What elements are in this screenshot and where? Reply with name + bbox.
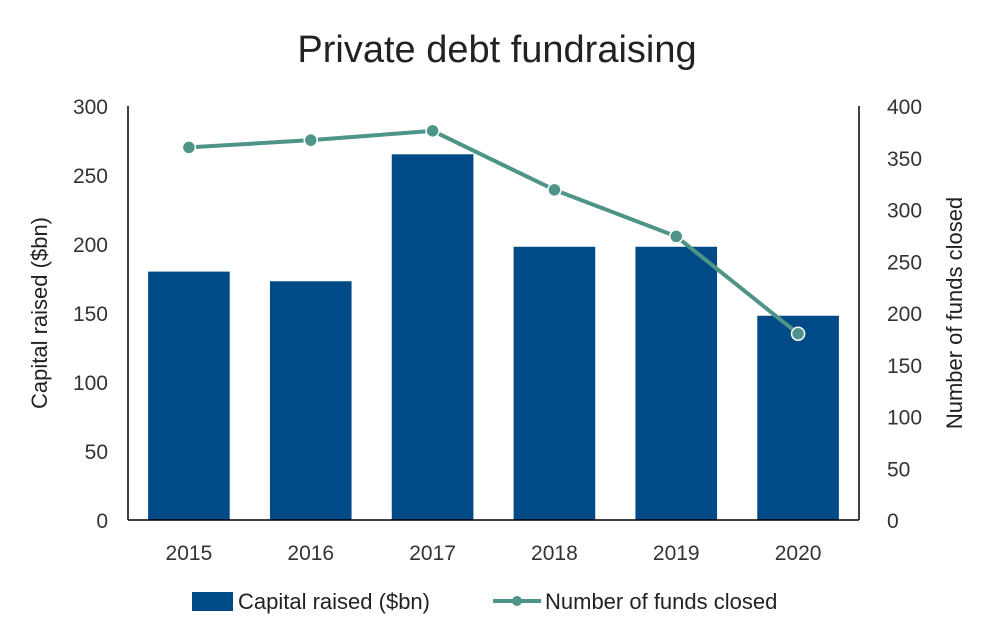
bar-2019 — [635, 246, 718, 520]
bar-2015 — [148, 271, 230, 520]
legend-label-bar: Capital raised ($bn) — [238, 589, 430, 614]
bar-2020 — [757, 315, 839, 520]
left-tick-label: 50 — [85, 441, 108, 464]
left-tick-label: 0 — [96, 510, 108, 533]
right-tick-label: 0 — [887, 510, 899, 533]
funds-closed-line — [188, 128, 800, 336]
right-tick-label: 300 — [887, 200, 922, 223]
legend-label-line: Number of funds closed — [545, 589, 777, 614]
legend: Capital raised ($bn) Number of funds clo… — [192, 589, 777, 614]
funds-closed-point-2016 — [303, 132, 318, 148]
bar-series — [148, 154, 839, 521]
right-tick-label: 100 — [887, 407, 922, 430]
funds-closed-point-2017 — [425, 123, 440, 139]
funds-closed-point-2018 — [547, 182, 562, 198]
bar-2018 — [513, 246, 596, 520]
right-tick-label: 400 — [887, 96, 922, 119]
left-axis-label: Capital raised ($bn) — [27, 217, 52, 409]
legend-swatch-bar — [192, 592, 233, 611]
right-tick-label: 350 — [887, 148, 922, 171]
bar-2017 — [391, 154, 474, 521]
left-tick-labels: 0 50 100 150 200 250 300 — [73, 96, 108, 533]
right-tick-label: 150 — [887, 355, 922, 378]
line-series — [181, 123, 806, 341]
chart-title: Private debt fundraising — [297, 29, 696, 71]
left-tick-label: 200 — [73, 234, 108, 257]
x-tick-label: 2020 — [775, 542, 822, 565]
left-tick-label: 150 — [73, 303, 108, 326]
x-tick-label: 2016 — [287, 542, 334, 565]
right-tick-label: 250 — [887, 251, 922, 274]
left-tick-label: 100 — [73, 372, 108, 395]
funds-closed-point-2020 — [790, 326, 806, 341]
x-tick-label: 2015 — [166, 542, 213, 565]
left-tick-label: 250 — [73, 165, 108, 188]
legend-swatch-marker — [512, 596, 522, 606]
left-tick-label: 300 — [73, 96, 108, 119]
right-axis-label: Number of funds closed — [942, 197, 967, 429]
right-tick-label: 200 — [887, 303, 922, 326]
funds-closed-point-2015 — [181, 140, 197, 155]
right-tick-label: 50 — [887, 458, 910, 481]
x-tick-label: 2017 — [409, 542, 456, 565]
bar-2016 — [269, 281, 352, 520]
x-tick-label: 2018 — [531, 542, 578, 565]
funds-closed-point-2019 — [669, 229, 684, 244]
right-tick-labels: 0 50 100 150 200 250 300 350 400 — [887, 96, 922, 533]
x-tick-labels: 2015 2016 2017 2018 2019 2020 — [166, 542, 822, 565]
x-tick-label: 2019 — [653, 542, 700, 565]
